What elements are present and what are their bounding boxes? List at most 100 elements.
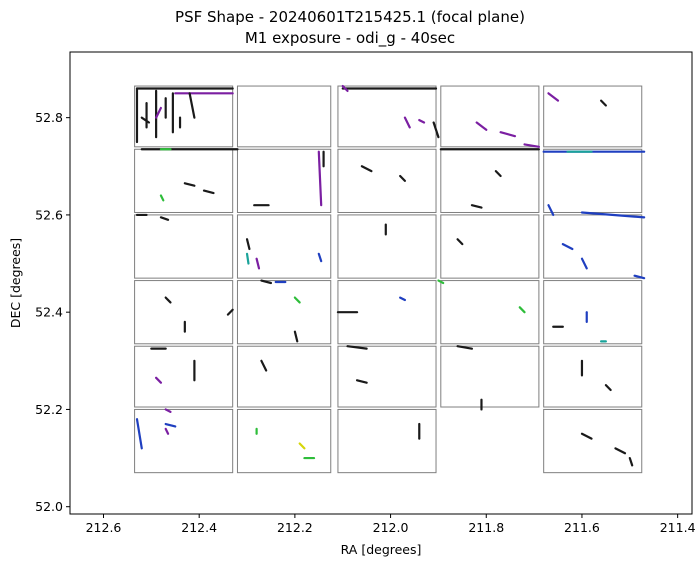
psf-whisker	[418, 118, 426, 124]
psf-whisker	[580, 257, 588, 270]
psf-whisker	[470, 204, 483, 209]
psf-whisker	[298, 442, 306, 450]
ccd-outline-0-0	[134, 85, 234, 148]
psf-whisker	[183, 182, 196, 187]
y-axis-label: DEC [degrees]	[8, 238, 23, 328]
psf-whisker	[633, 274, 646, 280]
psf-whisker	[164, 422, 177, 428]
x-axis-label: RA [degrees]	[341, 542, 422, 557]
ccd-outline-1-1	[236, 148, 332, 213]
psf-whisker	[580, 432, 593, 440]
plot-frame	[69, 51, 693, 515]
x-tick-label: 211.8	[468, 520, 504, 535]
psf-whisker	[159, 194, 165, 202]
psf-whisker	[518, 306, 526, 314]
psf-whisker	[614, 447, 627, 455]
ccd-outline-1-3	[440, 148, 540, 213]
psf-whiskers	[135, 84, 646, 467]
psf-whisker	[604, 384, 612, 392]
ccd-outline-4-0	[134, 345, 234, 408]
ccd-outline-1-4	[543, 148, 643, 213]
chart-subtitle: M1 exposure - odi_g - 40sec	[244, 29, 456, 47]
psf-whisker	[245, 252, 250, 265]
psf-whisker	[260, 359, 268, 372]
ccd-outline-4-4	[543, 345, 643, 408]
ccd-outline-5-0	[134, 408, 234, 474]
x-tick-label: 211.4	[660, 520, 696, 535]
psf-whisker	[456, 345, 474, 350]
psf-whisker	[547, 204, 555, 217]
psf-whisker	[202, 189, 215, 195]
y-tick-label: 52.0	[35, 499, 63, 514]
ccd-outline-0-1	[236, 85, 332, 148]
psf-whisker	[475, 121, 488, 131]
psf-whisker	[164, 408, 172, 413]
y-tick-label: 52.8	[35, 110, 63, 125]
psf-whisker	[255, 257, 261, 270]
psf-whisker	[245, 238, 251, 251]
ccd-outline-3-4	[543, 280, 643, 345]
chart-title: PSF Shape - 20240601T215425.1 (focal pla…	[175, 8, 525, 26]
psf-whisker	[399, 174, 407, 182]
psf-whisker	[164, 296, 172, 304]
psf-whisker	[523, 143, 540, 148]
psf-whisker	[164, 427, 170, 435]
psf-whisker	[499, 131, 517, 138]
psf-whisker	[561, 242, 574, 251]
x-tick-label: 212.2	[277, 520, 313, 535]
ccd-outline-4-3	[440, 345, 540, 408]
psf-whisker	[188, 92, 196, 119]
psf-whisker	[260, 279, 273, 285]
psf-whisker	[628, 456, 634, 467]
psf-whisker	[140, 116, 151, 124]
psf-whisker	[155, 376, 163, 384]
ccd-outline-2-0	[134, 214, 234, 279]
psf-whisker	[226, 308, 234, 316]
x-tick-label: 212.0	[373, 520, 409, 535]
ccd-outline-0-4	[543, 85, 643, 148]
ccd-outline-2-2	[337, 214, 437, 279]
ccd-outlines	[134, 85, 643, 474]
ccd-outline-0-3	[440, 85, 540, 148]
ccd-outline-0-2	[337, 85, 437, 148]
ccd-outline-4-2	[337, 345, 437, 408]
psf-whisker	[135, 418, 143, 450]
x-tick-label: 212.6	[86, 520, 122, 535]
ccd-outline-5-1	[236, 408, 332, 474]
y-axis-ticks: 52.0 52.2 52.4 52.6 52.8	[35, 110, 70, 514]
y-tick-label: 52.6	[35, 207, 63, 222]
psf-whisker	[360, 165, 373, 173]
y-tick-label: 52.4	[35, 305, 63, 320]
x-tick-label: 212.4	[181, 520, 217, 535]
psf-whisker	[293, 296, 301, 304]
ccd-outline-4-1	[236, 345, 332, 408]
psf-whisker	[355, 379, 368, 384]
psf-whisker	[403, 116, 411, 129]
psf-whisker	[155, 106, 163, 119]
psf-whisker	[317, 150, 323, 207]
y-tick-label: 52.2	[35, 402, 63, 417]
x-tick-label: 211.6	[564, 520, 600, 535]
psf-whisker	[293, 330, 299, 343]
psf-whisker	[580, 211, 646, 219]
ccd-outline-5-2	[337, 408, 437, 474]
psf-whisker	[432, 121, 440, 139]
ccd-outline-2-1	[236, 214, 332, 279]
ccd-outline-3-3	[440, 280, 540, 345]
psf-whisker	[346, 345, 368, 350]
psf-whisker	[341, 84, 349, 93]
psf-whisker	[547, 92, 560, 102]
ccd-outline-1-0	[134, 148, 234, 213]
ccd-outline-2-4	[543, 214, 643, 279]
psf-whisker	[456, 238, 464, 246]
ccd-outline-2-3	[440, 214, 540, 279]
psf-whisker	[599, 99, 607, 107]
ccd-outline-5-4	[543, 408, 643, 474]
ccd-outline-3-0	[134, 280, 234, 345]
psf-whisker	[159, 216, 170, 221]
psf-whisker	[317, 252, 323, 263]
ccd-outline-3-1	[236, 280, 332, 345]
psf-whisker	[399, 296, 407, 302]
x-axis-ticks: 212.6 212.4 212.2 212.0 211.8 211.6 211.4	[86, 514, 696, 535]
